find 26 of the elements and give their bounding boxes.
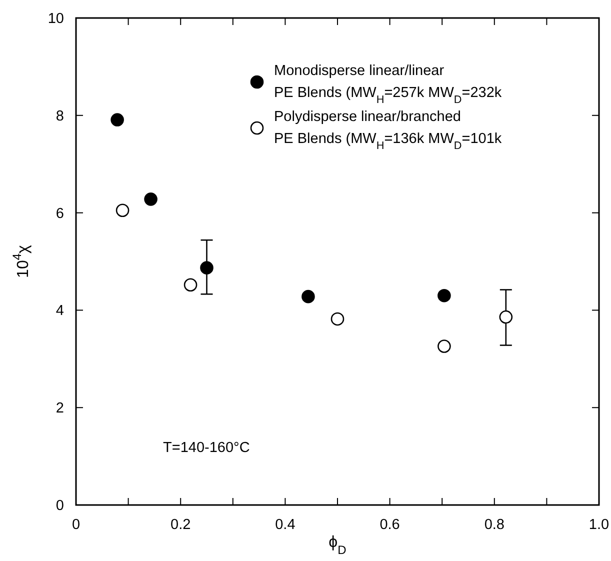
point — [499, 310, 513, 324]
point — [116, 204, 130, 218]
point — [200, 261, 214, 274]
x-tick-label: 1.0 — [588, 517, 610, 533]
x-tick-label: 0.2 — [170, 517, 191, 533]
point — [438, 340, 451, 353]
y-tick-label: 0 — [56, 498, 64, 514]
x-tick-label: 0.6 — [380, 517, 400, 533]
point — [110, 113, 124, 126]
point — [144, 192, 158, 206]
y-tick-label: 2 — [56, 400, 64, 417]
y-tick-label: 6 — [56, 206, 64, 222]
y-tick-label: 10 — [48, 11, 64, 27]
y-tick-label: 4 — [56, 303, 64, 320]
point — [184, 278, 198, 292]
point — [330, 312, 344, 326]
y-tick-label: 8 — [56, 108, 64, 124]
legend-label: Polydisperse linear/branched PE Blends (MW$_{H}$=136k MW$_{D}$=101k — [274, 109, 502, 152]
point — [438, 288, 451, 302]
x-tick-label: 0.4 — [275, 517, 296, 533]
x-axis-title: ϕ$_{D}$ — [328, 534, 347, 557]
x-tick-label: 0.8 — [484, 517, 504, 533]
x-tick-label: 0 — [72, 517, 80, 533]
annotation: T=140-160°C — [163, 440, 250, 456]
point — [302, 290, 315, 304]
legend-label: Monodisperse linear/linear PE Blends (MW$_{H}$=257k MW$_{D}$=232k — [274, 63, 502, 106]
